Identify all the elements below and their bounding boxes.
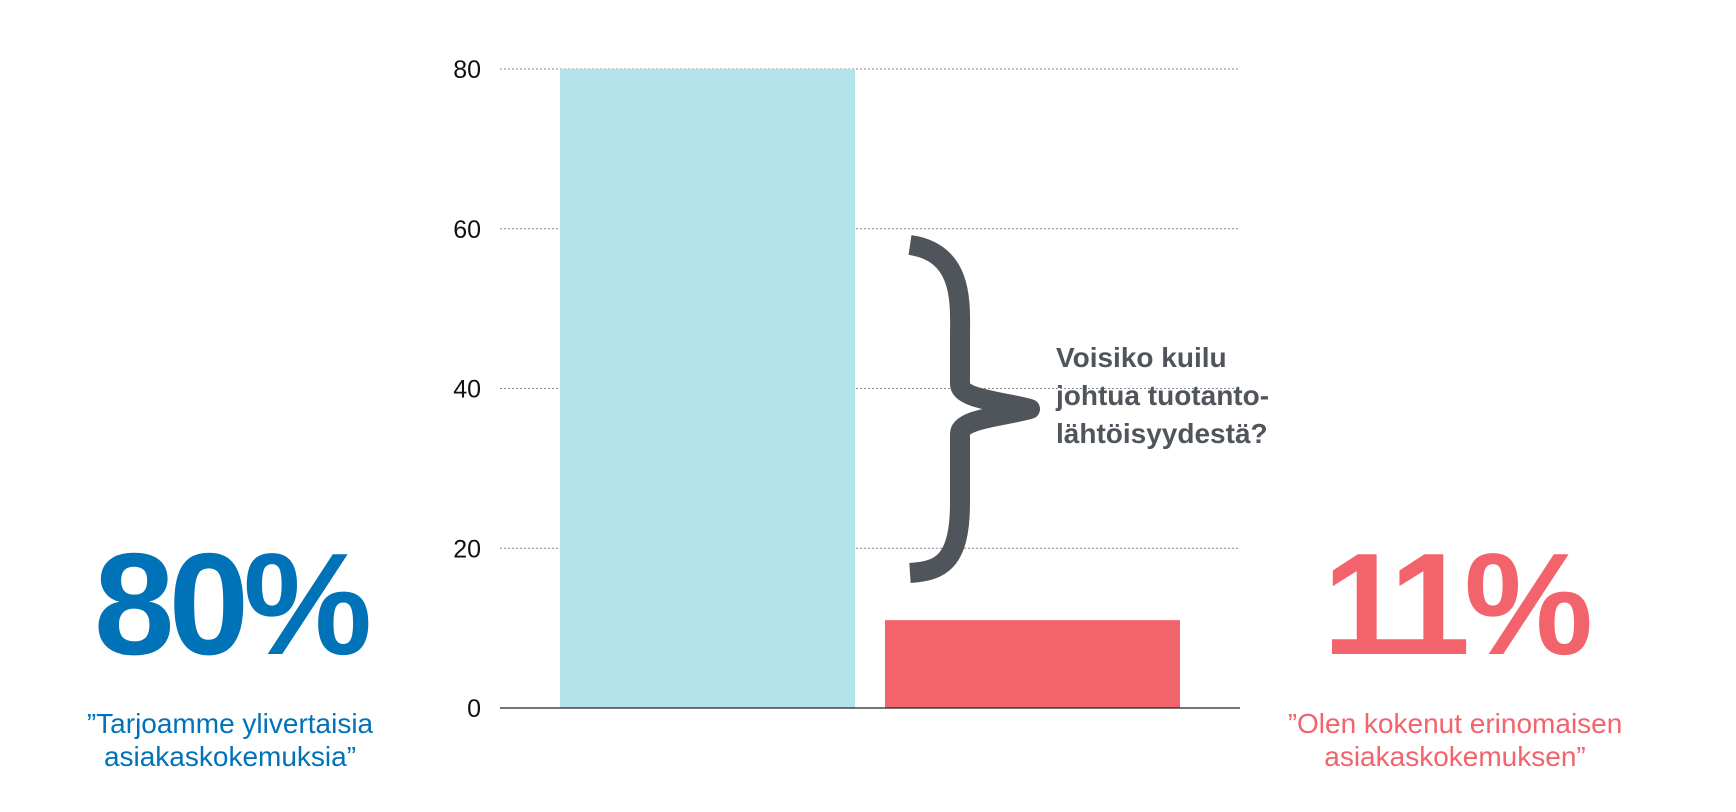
left-stat-quote-line1: ”Tarjoamme ylivertaisia <box>86 708 374 739</box>
right-stat-quote-line1: ”Olen kokenut erinomaisen <box>1287 708 1623 739</box>
y-tick-label-60: 60 <box>453 216 481 244</box>
gridlines <box>500 68 1240 549</box>
right-stat-quote: ”Olen kokenut erinomaisen asiakaskokemuk… <box>1255 707 1655 773</box>
gap-question: Voisiko kuilu johtua tuotanto- lähtöisyy… <box>1056 339 1356 453</box>
y-tick-label-20: 20 <box>453 535 481 563</box>
right-stat-quote-line2: asiakaskokemuksen” <box>1324 741 1586 772</box>
right-stat-value: 11% <box>1322 523 1593 685</box>
left-stat-quote-line2: asiakaskokemuksia” <box>103 741 357 772</box>
gap-question-line2: johtua tuotanto- <box>1056 380 1270 411</box>
bars <box>560 69 1180 708</box>
gap-question-line3: lähtöisyydestä? <box>1056 418 1268 449</box>
y-axis-ticks: 0 20 40 60 80 <box>453 56 481 723</box>
left-stat-value: 80% <box>93 523 372 685</box>
left-stat: 80% ”Tarjoamme ylivertaisia asiakaskokem… <box>40 532 420 773</box>
left-stat-quote: ”Tarjoamme ylivertaisia asiakaskokemuksi… <box>40 707 420 773</box>
bar-2 <box>885 620 1180 708</box>
right-stat: 11% ”Olen kokenut erinomaisen asiakaskok… <box>1255 532 1655 773</box>
y-tick-label-40: 40 <box>453 376 481 404</box>
gap-question-line1: Voisiko kuilu <box>1056 342 1227 373</box>
y-tick-label-80: 80 <box>453 56 481 84</box>
bar-1 <box>560 69 855 708</box>
y-tick-label-0: 0 <box>467 695 481 723</box>
curly-brace-icon <box>907 235 1040 583</box>
